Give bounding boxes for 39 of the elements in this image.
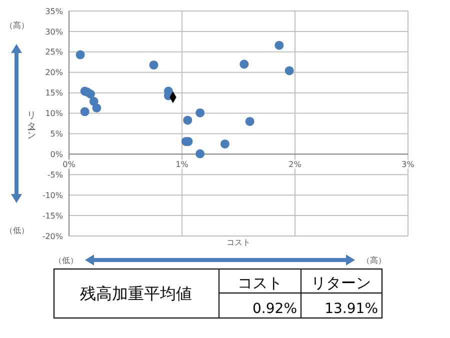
y-tick-label: 15% <box>45 88 64 98</box>
text: 0.92% <box>252 301 297 317</box>
x-tick-label: 1% <box>176 160 189 170</box>
y-tick-label: 30% <box>45 27 64 36</box>
text: コスト <box>238 274 282 292</box>
text: （高） <box>5 21 29 30</box>
y-tick-label: -20% <box>42 232 64 241</box>
point <box>274 40 284 50</box>
x-tick-label: 2% <box>288 160 302 170</box>
text: 残高加重平均値 <box>80 284 192 303</box>
x-tick-label: 3% <box>402 160 415 170</box>
point <box>92 103 102 112</box>
point <box>76 50 85 60</box>
y-tick-label: 25% <box>45 48 64 57</box>
point <box>284 66 294 76</box>
text: リターン <box>311 274 371 292</box>
point <box>196 149 205 158</box>
y-tick-label: -15% <box>42 211 64 220</box>
text: （低） <box>54 256 78 265</box>
y-tick-label: 10% <box>45 109 64 118</box>
y-tick-label: -10% <box>42 190 64 200</box>
y-axis-title: リターン <box>26 105 37 139</box>
y-tick-label: 0% <box>50 150 64 159</box>
y-tick-label: 20% <box>45 68 64 78</box>
point <box>86 90 95 99</box>
point <box>80 107 90 116</box>
point <box>240 60 249 69</box>
y-tick-label: 35% <box>45 6 64 16</box>
point <box>196 108 205 118</box>
point <box>245 116 254 126</box>
y-tick-label: 5% <box>50 130 64 139</box>
text: （高） <box>362 256 386 265</box>
text: 13.91% <box>324 301 378 317</box>
point <box>149 60 158 70</box>
y-tick-label: -5% <box>47 170 64 180</box>
point <box>183 116 192 125</box>
point <box>220 139 230 148</box>
text: （低） <box>5 226 29 235</box>
x-axis-title: コスト <box>226 238 250 247</box>
